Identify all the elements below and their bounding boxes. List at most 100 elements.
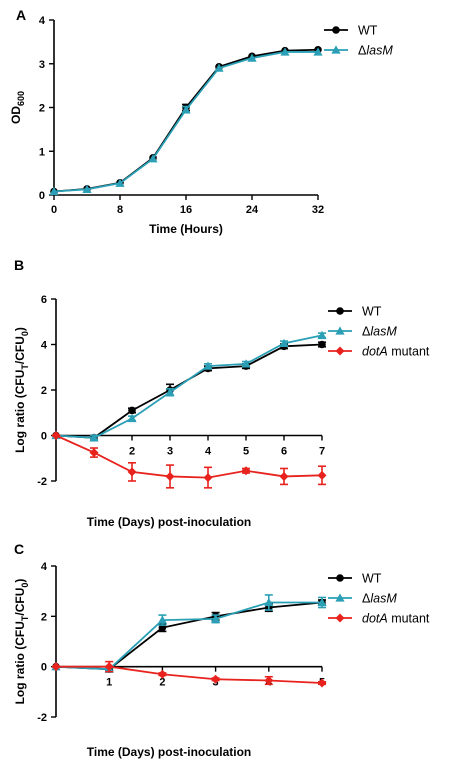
series-line: [55, 434, 323, 479]
x-tick-label: 32: [312, 204, 324, 216]
legend-label: ΔlasM: [362, 325, 397, 339]
data-point: [148, 154, 158, 163]
legend-item-dota: dotA mutant: [328, 612, 430, 626]
series-wt: [50, 45, 322, 196]
x-tick-label: 0: [51, 204, 57, 216]
series-lasm: [51, 330, 327, 442]
data-point: [127, 413, 137, 423]
panel-a: A 0 1 2 3 4 0 8 16 24 32 Time (Hours) OD600 WT ΔlasM: [9, 7, 393, 236]
data-point: [104, 662, 114, 672]
data-point: [279, 471, 289, 481]
legend-label: ΔlasM: [358, 44, 393, 58]
y-tick-label: 1: [39, 146, 45, 158]
data-point: [317, 597, 327, 607]
x-tick-label: 2: [159, 677, 165, 689]
y-tick-label: 4: [41, 561, 48, 573]
data-point: [214, 63, 224, 72]
data-point: [49, 186, 59, 196]
y-tick-label: -2: [37, 476, 47, 488]
legend-item-lasm: ΔlasM: [324, 44, 393, 58]
y-tick-label: 0: [41, 662, 47, 674]
x-tick-label: 8: [117, 204, 123, 216]
legend-item-dota: dotA mutant: [328, 345, 430, 359]
series-wt: [52, 340, 326, 442]
data-point: [313, 47, 323, 56]
x-tick-label: 24: [246, 204, 259, 216]
data-point: [203, 473, 213, 483]
legend-marker: [335, 346, 345, 356]
data-point: [203, 361, 213, 370]
y-tick-label: 4: [39, 15, 46, 27]
y-tick-label: 2: [41, 385, 47, 397]
data-point: [317, 330, 327, 340]
legend-label: dotA mutant: [362, 612, 430, 626]
y-tick-label: -2: [37, 712, 47, 724]
series-line: [55, 343, 323, 439]
series-dota: [51, 431, 327, 489]
data-point: [165, 387, 175, 396]
data-point: [115, 178, 125, 187]
legend-item-wt: WT: [324, 24, 378, 38]
data-point: [241, 359, 251, 368]
y-tick-label: 0: [41, 431, 47, 443]
panel-b: B -2 0 2 4 6 2 3 4 5 6 7 Time (Days) post-inoculatio…: [13, 257, 430, 529]
series-dota: [51, 660, 327, 688]
x-tick-label: 7: [319, 446, 325, 458]
series-line: [53, 51, 318, 193]
legend-marker: [336, 307, 344, 315]
data-point: [51, 662, 61, 672]
data-point: [241, 466, 251, 476]
data-point: [279, 338, 289, 348]
y-tick-label: 4: [41, 340, 48, 352]
x-tick-label: 2: [129, 446, 135, 458]
legend-label: WT: [362, 305, 382, 319]
legend-label: ΔlasM: [362, 592, 397, 606]
series-line: [55, 601, 322, 671]
data-point: [211, 614, 221, 623]
panel-letter: B: [14, 257, 24, 273]
legend-marker: [331, 45, 341, 54]
data-point: [181, 105, 191, 114]
data-point: [318, 340, 326, 349]
data-point: [211, 674, 221, 684]
x-tick-label: 3: [167, 446, 173, 458]
panel-letter: A: [16, 7, 26, 23]
series-lasm: [49, 47, 323, 196]
data-point: [280, 47, 290, 56]
legend-item-wt: WT: [328, 572, 382, 586]
series-line: [55, 601, 323, 671]
legend-item-lasm: ΔlasM: [328, 325, 397, 339]
series-wt: [52, 598, 326, 673]
panel-c: C-202412345Time (Days) post-inoculationL…: [13, 541, 430, 759]
data-point: [51, 431, 61, 440]
y-axis-label: Log ratio (CFUT/CFU0): [13, 579, 30, 705]
x-axis-label: Time (Days) post-inoculation: [87, 515, 251, 529]
data-point: [82, 184, 92, 193]
y-tick-label: 2: [39, 103, 45, 115]
x-tick-label: 1: [106, 677, 112, 689]
data-point: [264, 597, 274, 607]
legend-item-wt: WT: [328, 305, 382, 319]
y-tick-label: 2: [41, 611, 47, 623]
data-point: [127, 467, 137, 477]
data-point: [157, 669, 167, 679]
x-tick-label: 16: [180, 204, 192, 216]
legend-marker: [332, 26, 340, 34]
series-line: [55, 334, 323, 439]
panel-letter: C: [14, 541, 24, 557]
data-point: [165, 471, 175, 481]
legend-marker: [335, 593, 345, 602]
x-tick-label: 4: [205, 446, 212, 458]
data-point: [317, 678, 327, 688]
legend-marker: [336, 574, 344, 582]
series-line: [53, 48, 319, 193]
data-point: [89, 448, 99, 458]
legend-label: WT: [362, 572, 382, 586]
x-axis-label: Time (Days) post-inoculation: [87, 745, 251, 759]
series-line: [56, 665, 323, 684]
legend-item-lasm: ΔlasM: [328, 592, 397, 606]
y-tick-label: 3: [39, 59, 45, 71]
y-tick-label: 0: [39, 190, 45, 202]
data-point: [264, 676, 274, 686]
